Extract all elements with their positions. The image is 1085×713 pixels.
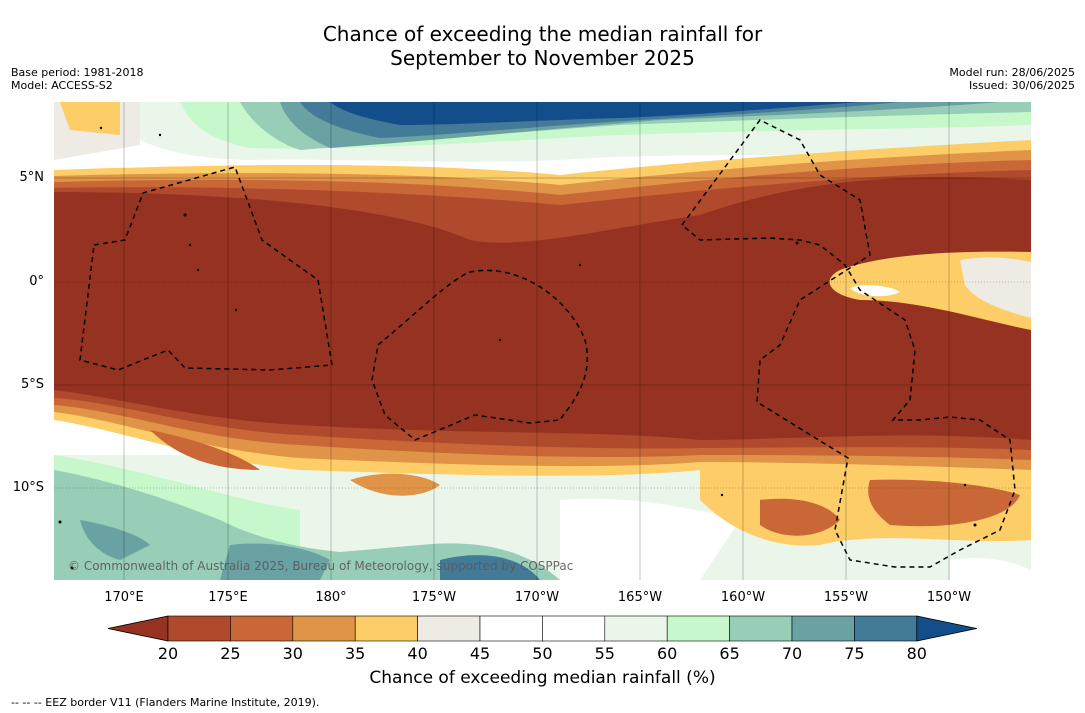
chart-title: Chance of exceeding the median rainfall … (0, 22, 1085, 70)
title-line-2: September to November 2025 (390, 46, 695, 70)
base-period: Base period: 1981-2018 (11, 66, 144, 79)
meta-left: Base period: 1981-2018 Model: ACCESS-S2 (11, 66, 143, 92)
colorbar-bin (542, 615, 606, 642)
colorbar-tick-label: 60 (657, 644, 678, 663)
lat-label-10s: 10°S (12, 480, 44, 495)
colorbar (107, 615, 977, 642)
eez-borders (79, 119, 1016, 568)
lon-label-170e: 170°E (104, 590, 144, 605)
colorbar-tick-label: 75 (844, 644, 865, 663)
island-markers (58, 126, 977, 570)
colorbar-tick-label: 40 (407, 644, 428, 663)
colorbar-tick-label: 25 (220, 644, 241, 663)
colorbar-bin (417, 615, 481, 642)
lon-label-175e: 175°E (208, 590, 248, 605)
lat-label-5s: 5°S (20, 377, 44, 392)
colorbar-tick-label: 50 (532, 644, 553, 663)
colorbar-bin (167, 615, 231, 642)
lon-label-180: 180° (315, 590, 347, 605)
colorbar-tick-label: 65 (719, 644, 740, 663)
colorbar-bin (729, 615, 793, 642)
colorbar-bin (604, 615, 668, 642)
colorbar-tick-label: 45 (469, 644, 491, 663)
colorbar-tick-label: 30 (282, 644, 303, 663)
colorbar-tick-label: 20 (157, 644, 179, 663)
lon-label-170w: 170°W (514, 590, 560, 605)
colorbar-bin (666, 615, 730, 642)
colorbar-title: Chance of exceeding median rainfall (%) (369, 668, 716, 688)
lon-label-175w: 175°W (411, 590, 457, 605)
rainfall-field (54, 102, 1031, 580)
lon-label-155w: 155°W (823, 590, 869, 605)
issued-date: Issued: 30/06/2025 (968, 79, 1075, 92)
colorbar-extend-low (107, 615, 169, 642)
colorbar-bin (479, 615, 543, 642)
meta-right: Model run: 28/06/2025 Issued: 30/06/2025 (949, 66, 1075, 92)
colorbar-tick-label: 55 (594, 644, 615, 663)
copyright-notice: © Commonwealth of Australia 2025, Bureau… (68, 559, 574, 573)
colorbar-tick-label: 70 (781, 644, 803, 663)
colorbar-bin (854, 615, 918, 642)
title-line-1: Chance of exceeding the median rainfall … (322, 22, 763, 46)
lat-label-5n: 5°N (19, 170, 45, 185)
colorbar-extend-high (916, 615, 977, 642)
lon-label-150w: 150°W (926, 590, 972, 605)
graticule (54, 102, 1031, 580)
model-run: Model run: 28/06/2025 (949, 66, 1075, 79)
colorbar-bin (230, 615, 294, 642)
lon-label-160w: 160°W (720, 590, 766, 605)
colorbar-bin (354, 615, 418, 642)
model-name: Model: ACCESS-S2 (11, 79, 113, 92)
colorbar-tick-label: 35 (345, 644, 366, 663)
colorbar-bin (791, 615, 855, 642)
lat-label-0: 0° (29, 274, 44, 289)
eez-legend-note: -- -- -- EEZ border V11 (Flanders Marine… (11, 696, 320, 709)
colorbar-tick-label: 80 (906, 644, 927, 663)
lon-label-165w: 165°W (617, 590, 663, 605)
colorbar-bin (292, 615, 356, 642)
